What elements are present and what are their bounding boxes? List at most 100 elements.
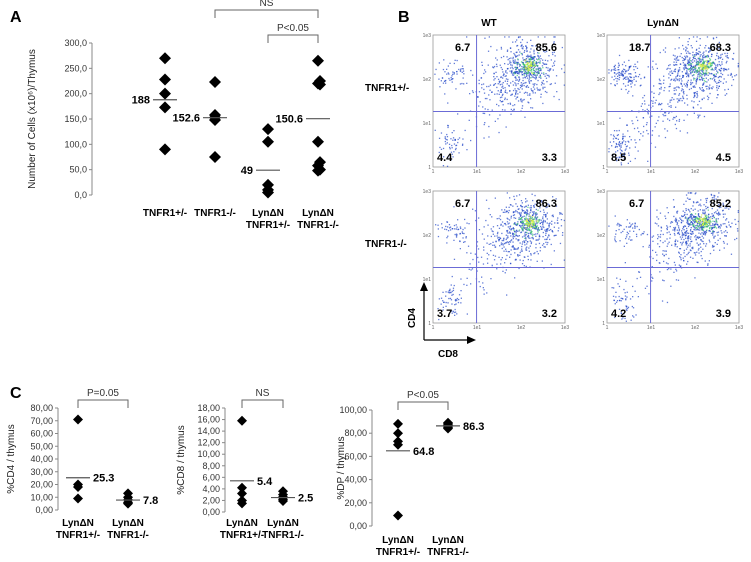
facs-event — [452, 310, 454, 312]
facs-event — [516, 229, 518, 231]
facs-event — [686, 56, 689, 58]
facs-event — [515, 230, 517, 232]
facs-event — [451, 275, 453, 278]
facs-event — [620, 146, 622, 148]
significance-bracket — [267, 34, 319, 43]
facs-event — [699, 217, 701, 219]
facs-event — [688, 251, 690, 253]
facs-event — [717, 213, 719, 215]
facs-event — [684, 255, 686, 258]
y-tick-label: 4,00 — [202, 484, 220, 494]
facs-event — [525, 55, 528, 57]
facs-event — [525, 57, 528, 60]
facs-event — [457, 138, 459, 141]
facs-event — [642, 131, 645, 133]
facs-event — [501, 68, 503, 71]
facs-event — [538, 58, 540, 60]
facs-event — [531, 233, 534, 235]
facs-event — [534, 92, 536, 94]
facs-event — [672, 199, 675, 201]
facs-event — [543, 73, 545, 75]
facs-event — [522, 48, 524, 50]
facs-y-tick: 1e1 — [597, 277, 606, 283]
facs-event — [514, 60, 516, 63]
facs-event — [548, 226, 550, 228]
facs-event — [676, 79, 678, 81]
facs-event — [712, 220, 714, 222]
facs-event — [525, 201, 527, 203]
facs-event — [664, 112, 666, 114]
facs-event — [459, 70, 461, 72]
facs-event — [680, 238, 683, 240]
facs-event — [465, 237, 467, 239]
facs-event — [713, 231, 715, 233]
facs-event — [530, 64, 532, 66]
facs-event — [708, 87, 711, 89]
facs-event — [505, 211, 508, 213]
facs-event — [669, 64, 671, 66]
facs-event — [684, 213, 686, 216]
facs-event — [517, 36, 520, 39]
facs-event — [612, 154, 614, 156]
facs-event — [690, 73, 692, 75]
facs-event — [610, 70, 612, 72]
facs-event — [489, 99, 491, 101]
facs-event — [683, 238, 685, 241]
facs-event — [708, 219, 710, 222]
facs-event — [537, 231, 539, 233]
facs-event — [690, 64, 692, 66]
facs-event — [689, 215, 691, 217]
facs-event — [643, 125, 645, 128]
facs-event — [535, 243, 537, 245]
facs-event — [712, 37, 715, 39]
facs-event — [502, 74, 504, 77]
facs-event — [526, 200, 528, 202]
facs-event — [652, 105, 654, 107]
facs-event — [696, 36, 698, 38]
facs-event — [511, 70, 513, 72]
facs-event — [503, 237, 505, 239]
facs-event — [529, 211, 531, 214]
facs-event — [442, 300, 444, 302]
facs-event — [704, 47, 706, 49]
facs-event — [618, 228, 620, 231]
facs-event — [674, 117, 676, 119]
facs-event — [550, 83, 552, 85]
facs-event — [682, 59, 684, 62]
facs-event — [611, 145, 613, 147]
facs-event — [450, 156, 452, 158]
facs-event — [516, 44, 519, 47]
facs-event — [705, 45, 707, 47]
quadrant-upper-left: 6.7 — [455, 42, 470, 54]
facs-event — [522, 224, 525, 226]
facs-event — [625, 71, 627, 73]
facs-event — [609, 141, 611, 143]
facs-event — [704, 55, 707, 58]
facs-event — [525, 239, 527, 241]
facs-event — [703, 67, 705, 69]
facs-event — [710, 69, 712, 71]
facs-event — [625, 88, 627, 91]
facs-event — [516, 39, 518, 41]
facs-event — [536, 201, 538, 203]
facs-event — [669, 237, 671, 239]
facs-event — [702, 219, 704, 221]
facs-event — [699, 243, 701, 245]
facs-event — [658, 82, 660, 85]
facs-event — [699, 63, 701, 65]
facs-event — [700, 216, 702, 218]
facs-event — [726, 69, 728, 71]
facs-event — [562, 232, 564, 234]
facs-event — [528, 72, 530, 74]
facs-event — [624, 76, 627, 78]
facs-event — [522, 229, 524, 232]
facs-event — [689, 70, 691, 72]
facs-event — [506, 192, 508, 194]
facs-event — [499, 91, 501, 93]
facs-event — [662, 253, 664, 255]
facs-event — [618, 223, 620, 225]
facs-event — [530, 63, 532, 65]
facs-event — [647, 110, 650, 112]
facs-event — [507, 241, 509, 244]
facs-event — [727, 88, 729, 90]
